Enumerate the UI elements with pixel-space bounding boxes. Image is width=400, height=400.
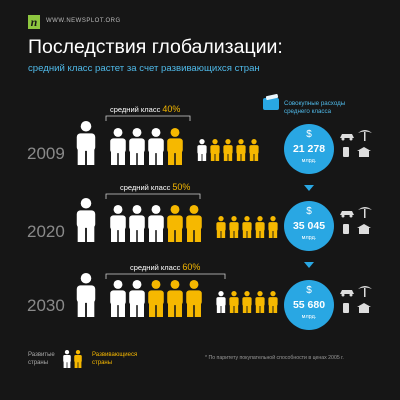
year-label-2020: 2020 bbox=[27, 222, 65, 241]
year-label-2009: 2009 bbox=[27, 144, 65, 163]
small-developing-person bbox=[229, 216, 239, 238]
small-developing-person bbox=[223, 139, 233, 161]
middle-class-developed-person bbox=[129, 280, 145, 317]
small-developing-person bbox=[249, 139, 259, 161]
reference-person-2030 bbox=[76, 273, 96, 317]
consumption-icons bbox=[340, 207, 372, 234]
currency-symbol: $ bbox=[306, 285, 312, 296]
small-developing-person bbox=[242, 216, 252, 238]
middle-class-developing-person bbox=[167, 280, 183, 317]
spending-value: 35 045 bbox=[292, 220, 326, 232]
small-developing-person bbox=[268, 291, 278, 313]
spending-label: Совокупные расходы среднего класса bbox=[284, 100, 345, 116]
consumption-icons bbox=[340, 130, 372, 157]
legend-developing-person bbox=[74, 350, 82, 368]
spending-unit: млрд. bbox=[301, 235, 317, 241]
small-developing-person bbox=[255, 291, 265, 313]
spending-circle-2030: $ 55 680 млрд. bbox=[284, 280, 334, 330]
middle-class-percent: 50% bbox=[172, 182, 191, 192]
middle-class-developing-person bbox=[186, 205, 202, 242]
spending-circle-2009: $ 21 278 млрд. bbox=[284, 124, 334, 174]
middle-class-text: средний класс bbox=[130, 263, 181, 272]
site-logo: n bbox=[28, 15, 40, 29]
currency-symbol: $ bbox=[306, 129, 312, 140]
spending-label-line-1: Совокупные расходы bbox=[284, 100, 346, 107]
middle-class-developed-person bbox=[129, 128, 145, 165]
middle-class-label-2020: средний класс 50% bbox=[120, 182, 190, 192]
small-developing-person bbox=[268, 216, 278, 238]
middle-class-developed-person bbox=[148, 205, 164, 242]
legend-developing-line-2: страны bbox=[92, 360, 113, 366]
reference-person-2020 bbox=[76, 198, 96, 242]
currency-symbol: $ bbox=[306, 206, 312, 217]
footnote: * По паритету покупательной способности … bbox=[205, 355, 344, 361]
small-developing-person bbox=[255, 216, 265, 238]
middle-class-bracket bbox=[105, 193, 201, 199]
year-label-2030: 2030 bbox=[27, 296, 65, 315]
spending-value: 55 680 bbox=[292, 299, 326, 311]
small-developing-person bbox=[236, 139, 246, 161]
small-developed-person bbox=[197, 139, 207, 161]
middle-class-label-2030: средний класс 60% bbox=[130, 262, 200, 272]
middle-class-developed-person bbox=[110, 280, 126, 317]
spending-label-line-2: среднего класса bbox=[284, 108, 332, 115]
middle-class-developed-person bbox=[148, 128, 164, 165]
consumption-icons bbox=[340, 286, 372, 313]
small-developing-person bbox=[216, 216, 226, 238]
middle-class-developing-person bbox=[148, 280, 164, 317]
small-developed-person bbox=[216, 291, 226, 313]
spending-value: 21 278 bbox=[292, 143, 326, 155]
spending-unit: млрд. bbox=[301, 158, 317, 164]
reference-person-2009 bbox=[76, 121, 96, 165]
middle-class-bracket bbox=[105, 273, 226, 279]
legend-developed-line-2: страны bbox=[28, 360, 49, 366]
wallet-icon bbox=[263, 98, 279, 110]
legend-developed: Развитые страны bbox=[28, 351, 55, 367]
spending-circle-2020: $ 35 045 млрд. bbox=[284, 201, 334, 251]
middle-class-developed-person bbox=[110, 128, 126, 165]
legend-developed-person bbox=[63, 350, 71, 368]
site-url: WWW.NEWSPLOT.ORG bbox=[46, 18, 121, 24]
small-developing-person bbox=[229, 291, 239, 313]
middle-class-bracket bbox=[105, 115, 191, 121]
small-developing-person bbox=[242, 291, 252, 313]
middle-class-text: средний класс bbox=[110, 105, 161, 114]
down-arrow-icon bbox=[304, 262, 314, 268]
middle-class-developed-person bbox=[129, 205, 145, 242]
middle-class-label-2009: средний класс 40% bbox=[110, 104, 180, 114]
middle-class-percent: 40% bbox=[162, 104, 181, 114]
middle-class-text: средний класс bbox=[120, 183, 171, 192]
middle-class-percent: 60% bbox=[182, 262, 201, 272]
middle-class-developed-person bbox=[110, 205, 126, 242]
small-developing-person bbox=[210, 139, 220, 161]
page-subtitle: средний класс растет за счет развивающих… bbox=[28, 63, 260, 74]
middle-class-developing-person bbox=[186, 280, 202, 317]
people-figures bbox=[63, 121, 278, 368]
legend-developed-line-1: Развитые bbox=[28, 352, 55, 358]
spending-unit: млрд. bbox=[301, 314, 317, 320]
decorations bbox=[105, 93, 372, 313]
middle-class-developing-person bbox=[167, 128, 183, 165]
legend-developing-line-1: Развивающиеся bbox=[92, 352, 138, 358]
middle-class-developing-person bbox=[167, 205, 183, 242]
page-title: Последствия глобализации: bbox=[28, 36, 283, 58]
down-arrow-icon bbox=[304, 185, 314, 191]
legend-developing: Развивающиеся страны bbox=[92, 351, 137, 367]
